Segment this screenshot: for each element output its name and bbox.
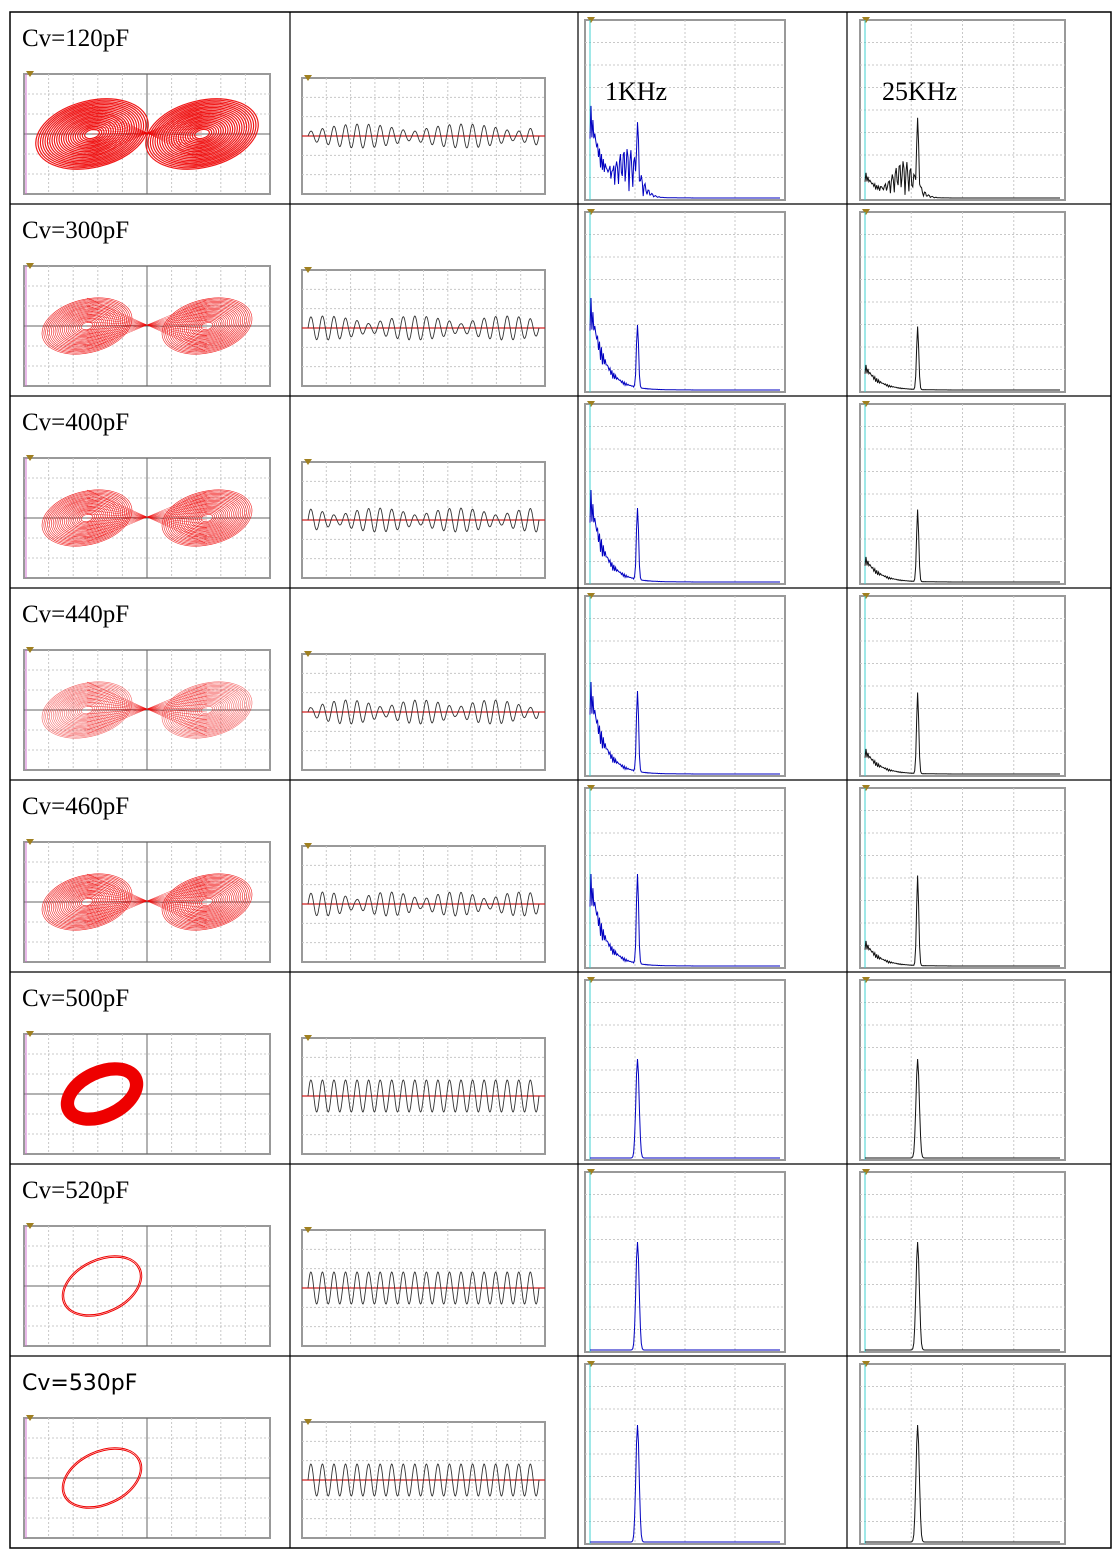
- spectrum-label: 1KHz: [605, 77, 667, 106]
- row-label: Cv=520pF: [22, 1177, 129, 1204]
- row-label: Cv=120pF: [22, 25, 129, 52]
- row-label: Cv=400pF: [22, 409, 129, 436]
- row-label: Cv=500pF: [22, 985, 129, 1012]
- row-label: Cv=460pF: [22, 793, 129, 820]
- page: {"table": {"rows": [ {"label": "Cv=120pF…: [0, 0, 1113, 1551]
- spectrum-label: 25KHz: [882, 77, 957, 106]
- row-label: Cv=300pF: [22, 217, 129, 244]
- row-label: Cv=530pF: [22, 1371, 137, 1396]
- figure-table: Cv=120pF 1KHz 25KHz Cv=300pF Cv=400pF Cv=440p…: [0, 0, 1113, 1551]
- row-label: Cv=440pF: [22, 601, 129, 628]
